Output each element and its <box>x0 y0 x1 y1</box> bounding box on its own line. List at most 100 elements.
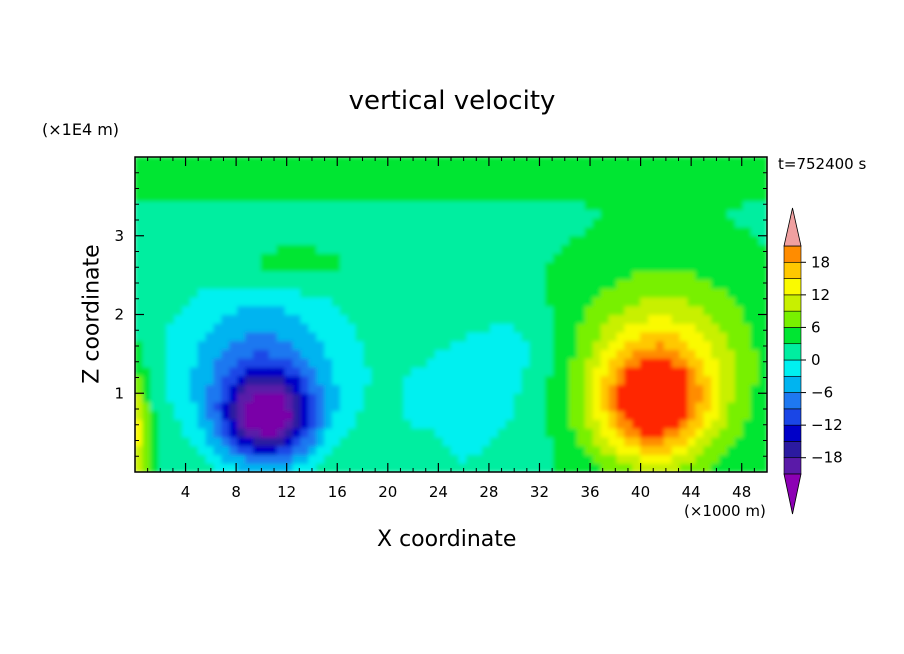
field-cell <box>553 244 563 254</box>
field-cell <box>505 252 515 263</box>
field-cell <box>174 410 183 420</box>
field-cell <box>166 235 175 245</box>
field-cell <box>276 462 286 472</box>
field-cell <box>703 331 713 342</box>
field-cell <box>434 165 444 175</box>
field-cell <box>355 314 365 324</box>
x-tick-label: 20 <box>378 483 397 501</box>
field-cell <box>245 217 254 228</box>
field-cell <box>545 331 555 342</box>
field-cell <box>411 314 420 324</box>
field-cell <box>711 252 721 263</box>
field-cell <box>268 349 278 359</box>
field-cell <box>324 314 333 324</box>
field-cell <box>403 244 412 254</box>
field-cell <box>426 270 436 280</box>
field-cell <box>458 157 468 167</box>
field-cell <box>135 235 144 245</box>
field-cell <box>213 392 223 403</box>
field-cell <box>521 331 531 342</box>
field-cell <box>616 314 626 324</box>
field-cell <box>142 375 152 385</box>
field-cell <box>213 410 223 420</box>
field-cell <box>648 182 657 193</box>
field-cell <box>687 200 697 210</box>
field-cell <box>284 244 294 254</box>
field-cell <box>545 174 555 184</box>
field-cell <box>569 427 578 438</box>
field-cell <box>695 445 705 455</box>
field-cell <box>600 279 610 289</box>
field-cell <box>324 392 333 403</box>
field-cell <box>482 244 491 254</box>
field-cell <box>300 226 310 237</box>
field-cell <box>276 182 286 193</box>
field-cell <box>569 462 578 472</box>
field-cell <box>403 226 412 237</box>
field-cell <box>284 384 294 394</box>
field-cell <box>174 287 183 298</box>
field-cell <box>197 235 207 245</box>
field-cell <box>584 445 594 455</box>
field-cell <box>561 445 570 455</box>
field-cell <box>655 392 665 403</box>
field-cell <box>181 157 191 167</box>
field-cell <box>268 427 278 438</box>
field-cell <box>576 174 586 184</box>
field-cell <box>505 174 515 184</box>
field-cell <box>181 366 191 377</box>
field-cell <box>150 244 160 254</box>
field-cell <box>608 419 618 429</box>
field-cell <box>482 322 491 333</box>
field-cell <box>711 279 721 289</box>
field-cell <box>284 217 294 228</box>
field-cell <box>135 200 144 210</box>
field-cell <box>750 252 760 263</box>
field-cell <box>181 357 191 368</box>
field-cell <box>379 226 389 237</box>
field-cell <box>189 427 199 438</box>
field-cell <box>671 244 681 254</box>
field-cell <box>600 296 610 307</box>
field-cell <box>276 270 286 280</box>
field-cell <box>197 252 207 263</box>
field-cell <box>316 252 326 263</box>
field-cell <box>174 270 183 280</box>
field-cell <box>324 410 333 420</box>
field-cell <box>482 392 491 403</box>
field-cell <box>663 191 673 202</box>
field-cell <box>640 200 649 210</box>
field-cell <box>529 314 539 324</box>
field-cell <box>450 270 460 280</box>
field-cell <box>174 226 183 237</box>
field-cell <box>418 200 428 210</box>
field-cell <box>648 340 657 350</box>
field-cell <box>276 305 286 315</box>
field-cell <box>655 244 665 254</box>
field-cell <box>474 235 484 245</box>
field-cell <box>592 270 602 280</box>
field-cell <box>395 349 405 359</box>
field-cell <box>616 366 626 377</box>
field-cell <box>284 270 294 280</box>
field-cell <box>166 427 175 438</box>
field-cell <box>545 322 555 333</box>
field-cell <box>205 244 215 254</box>
field-cell <box>442 191 452 202</box>
field-cell <box>616 235 626 245</box>
field-cell <box>679 279 689 289</box>
field-cell <box>205 279 215 289</box>
field-cell <box>687 235 697 245</box>
field-cell <box>403 296 412 307</box>
field-cell <box>482 200 491 210</box>
field-cell <box>189 462 199 472</box>
field-cell <box>150 226 160 237</box>
field-cell <box>600 235 610 245</box>
field-cell <box>711 375 721 385</box>
field-cell <box>663 226 673 237</box>
field-cell <box>727 226 736 237</box>
field-cell <box>411 305 420 315</box>
field-cell <box>608 462 618 472</box>
field-cell <box>379 384 389 394</box>
field-cell <box>379 462 389 472</box>
